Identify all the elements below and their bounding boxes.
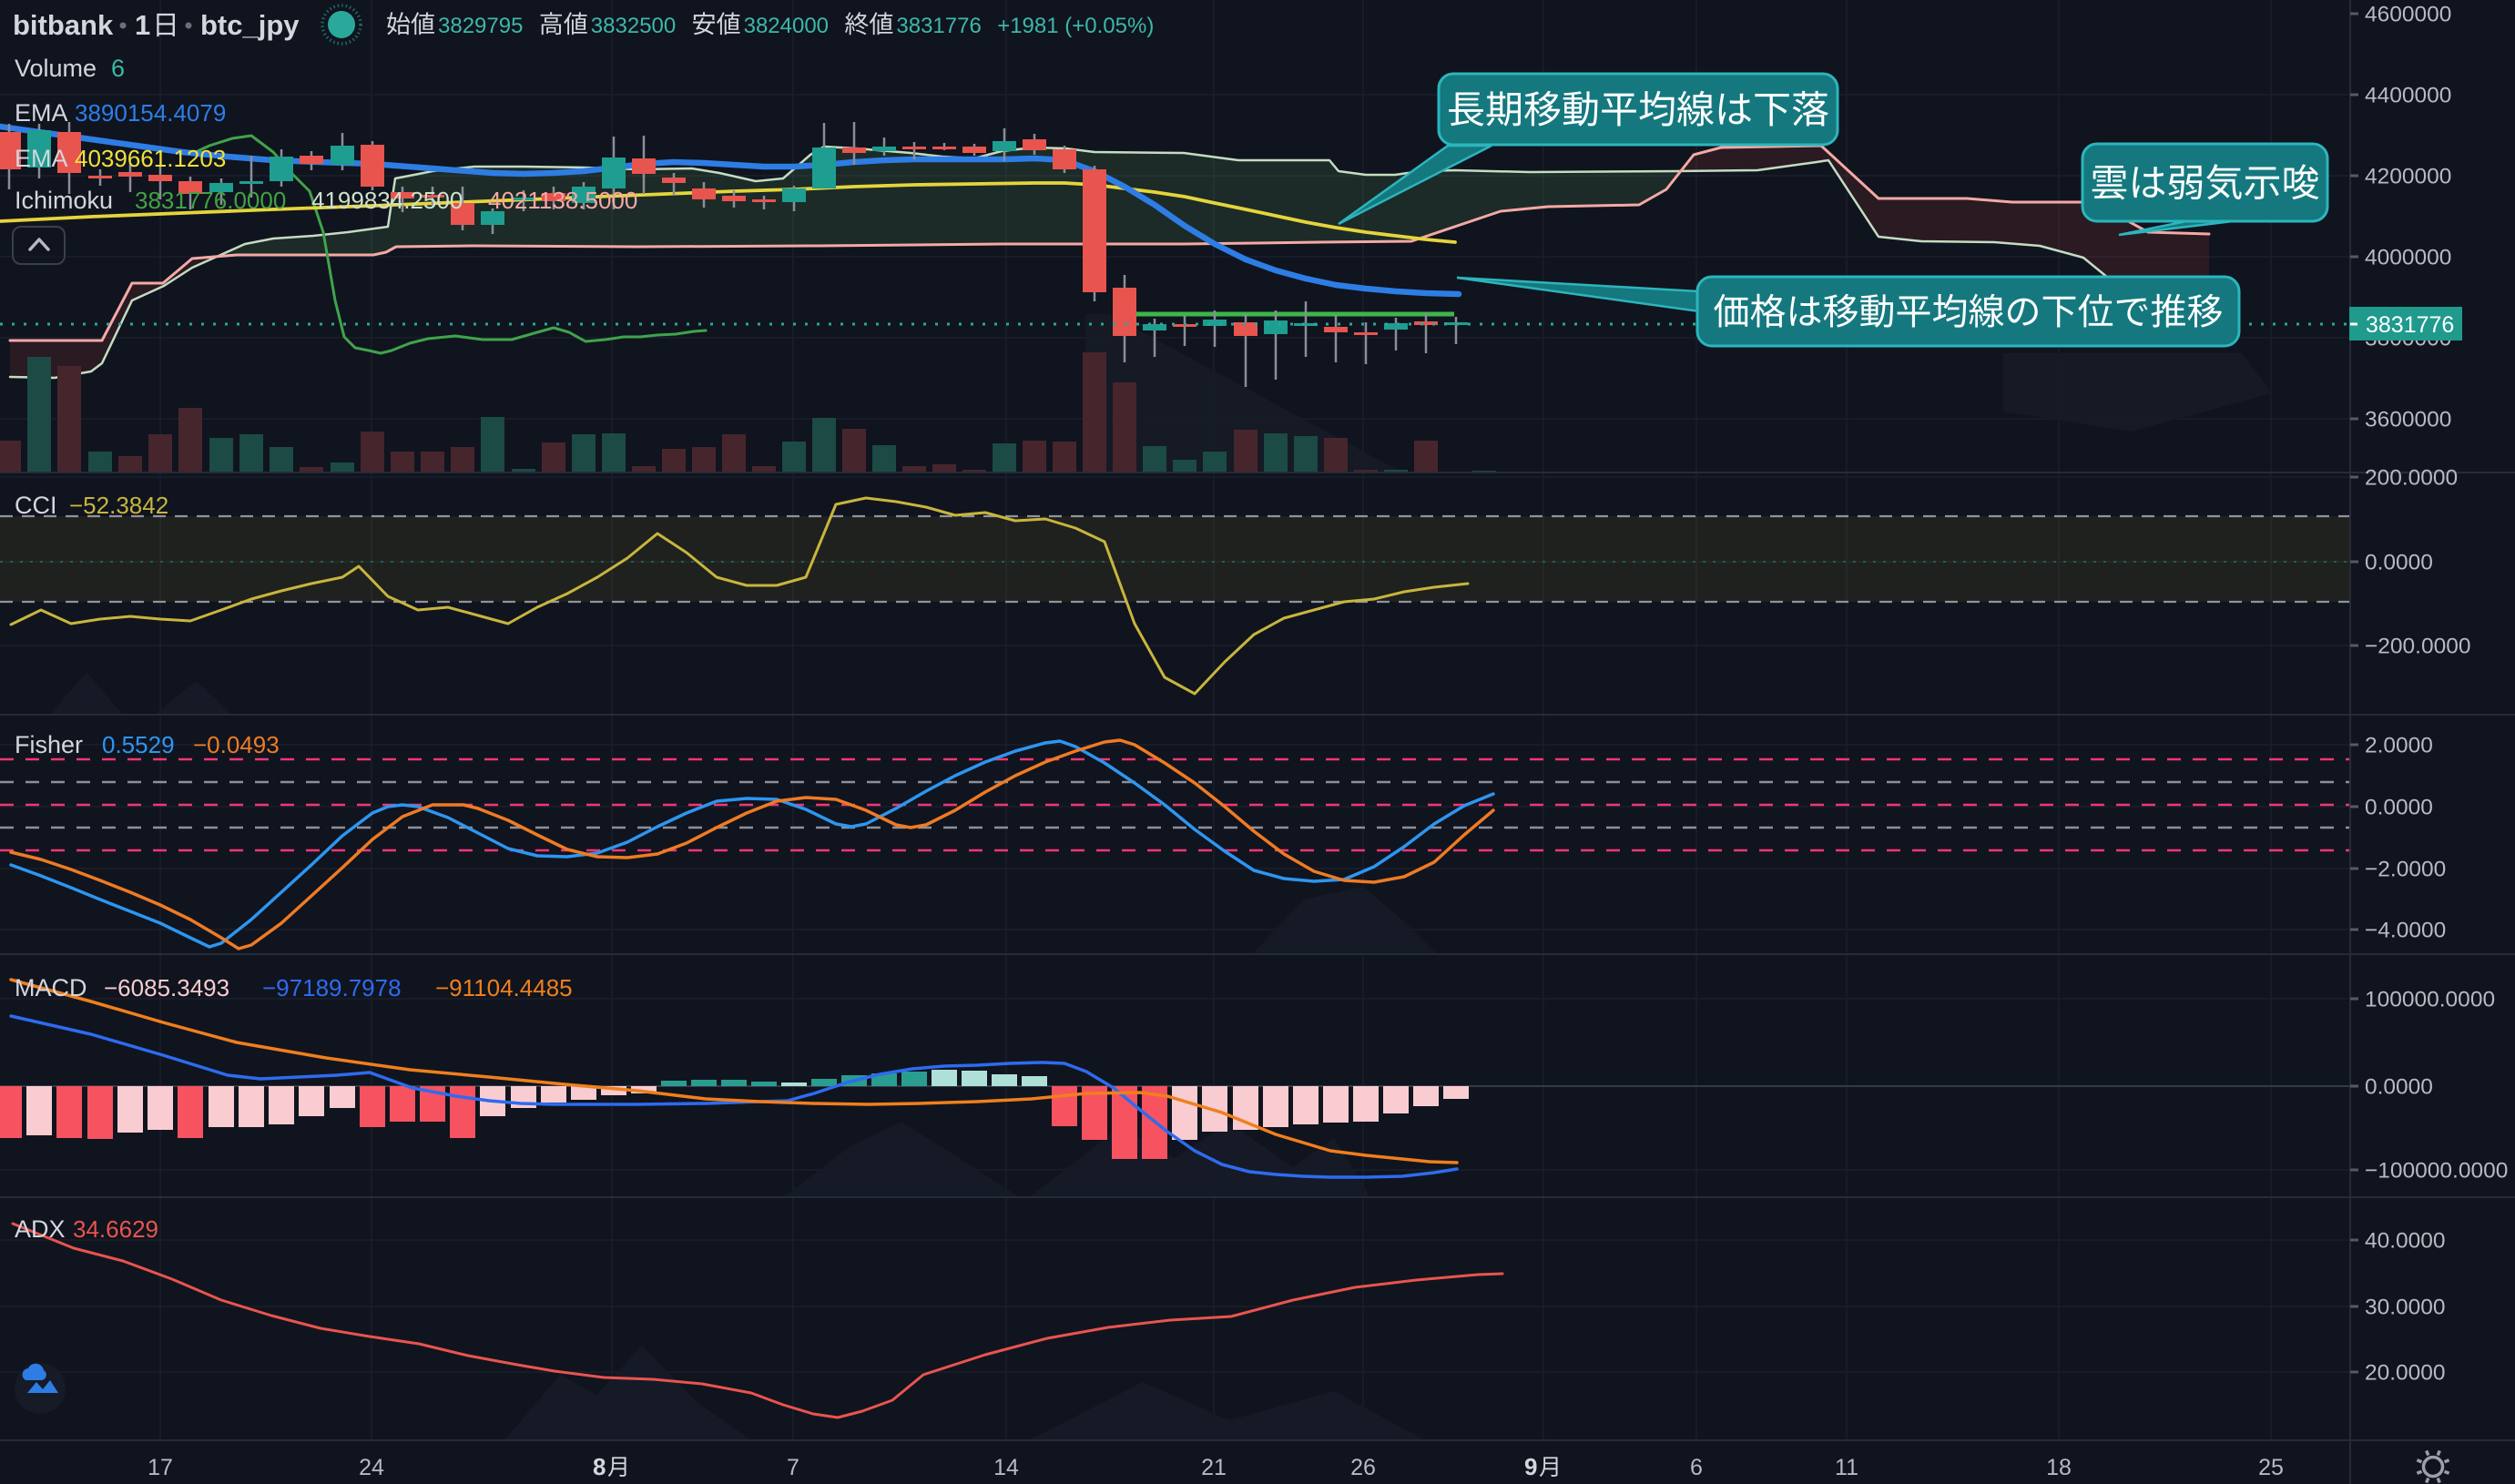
- svg-text:−2.0000: −2.0000: [2365, 858, 2446, 882]
- svg-text:4600000: 4600000: [2365, 3, 2451, 27]
- svg-text:CCI: CCI: [15, 492, 57, 519]
- svg-text:100000.0000: 100000.0000: [2365, 988, 2495, 1012]
- svg-text:0.0000: 0.0000: [2365, 551, 2433, 575]
- svg-text:−4.0000: −4.0000: [2365, 919, 2446, 943]
- svg-text:Fisher: Fisher: [15, 731, 83, 758]
- svg-text:20.0000: 20.0000: [2365, 1361, 2446, 1386]
- svg-text:6: 6: [111, 55, 125, 82]
- svg-text:EMA: EMA: [15, 99, 68, 127]
- svg-text:9: 9: [1524, 1453, 1537, 1480]
- svg-text:−6085.3493: −6085.3493: [104, 974, 229, 1001]
- svg-text:−91104.4485: −91104.4485: [435, 974, 573, 1001]
- svg-text:4000000: 4000000: [2365, 246, 2451, 270]
- svg-text:4039661.1203: 4039661.1203: [75, 145, 226, 172]
- svg-text:+1981 (+0.05%): +1981 (+0.05%): [997, 14, 1154, 38]
- svg-text:7: 7: [787, 1455, 799, 1480]
- svg-text:0.0000: 0.0000: [2365, 796, 2433, 820]
- svg-text:MACD: MACD: [15, 974, 87, 1001]
- svg-text:−200.0000: −200.0000: [2365, 635, 2471, 659]
- svg-text:8: 8: [593, 1453, 606, 1480]
- svg-text:3829795: 3829795: [438, 14, 523, 38]
- svg-text:26: 26: [1350, 1455, 1376, 1480]
- svg-text:4400000: 4400000: [2365, 84, 2451, 108]
- svg-text:btc_jpy: btc_jpy: [200, 9, 300, 41]
- svg-text:24: 24: [359, 1455, 384, 1480]
- svg-text:0.0000: 0.0000: [2365, 1075, 2433, 1100]
- svg-text:bitbank: bitbank: [13, 9, 114, 41]
- svg-text:14: 14: [993, 1455, 1019, 1480]
- svg-text:40.0000: 40.0000: [2365, 1229, 2446, 1254]
- svg-text:ADX: ADX: [15, 1215, 66, 1243]
- svg-text:3824000: 3824000: [744, 14, 829, 38]
- svg-text:1: 1: [135, 9, 150, 41]
- svg-text:17: 17: [148, 1455, 173, 1480]
- svg-text:3832500: 3832500: [591, 14, 676, 38]
- svg-text:4199834.2500: 4199834.2500: [311, 187, 463, 214]
- svg-text:4021138.5000: 4021138.5000: [488, 187, 637, 214]
- svg-text:EMA: EMA: [15, 145, 68, 172]
- svg-text:−100000.0000: −100000.0000: [2365, 1159, 2508, 1184]
- svg-text:6: 6: [1690, 1455, 1703, 1480]
- svg-text:25: 25: [2258, 1455, 2284, 1480]
- svg-text:4200000: 4200000: [2365, 165, 2451, 189]
- svg-text:3600000: 3600000: [2365, 408, 2451, 432]
- svg-text:200.0000: 200.0000: [2365, 466, 2458, 491]
- svg-text:30.0000: 30.0000: [2365, 1296, 2446, 1320]
- svg-text:3890154.4079: 3890154.4079: [75, 99, 226, 127]
- svg-text:34.6629: 34.6629: [73, 1215, 158, 1243]
- svg-text:2.0000: 2.0000: [2365, 734, 2433, 758]
- svg-text:21: 21: [1201, 1455, 1227, 1480]
- svg-text:−52.3842: −52.3842: [69, 492, 168, 519]
- svg-text:Volume: Volume: [15, 55, 97, 82]
- svg-text:3831776.0000: 3831776.0000: [135, 187, 286, 214]
- svg-text:Ichimoku: Ichimoku: [15, 187, 113, 214]
- svg-text:11: 11: [1835, 1455, 1858, 1480]
- svg-text:3831776: 3831776: [2366, 312, 2454, 338]
- svg-text:0.5529: 0.5529: [102, 731, 175, 758]
- svg-text:−0.0493: −0.0493: [193, 731, 280, 758]
- svg-text:3831776: 3831776: [896, 14, 981, 38]
- svg-text:−97189.7978: −97189.7978: [262, 974, 402, 1001]
- svg-text:18: 18: [2046, 1455, 2072, 1480]
